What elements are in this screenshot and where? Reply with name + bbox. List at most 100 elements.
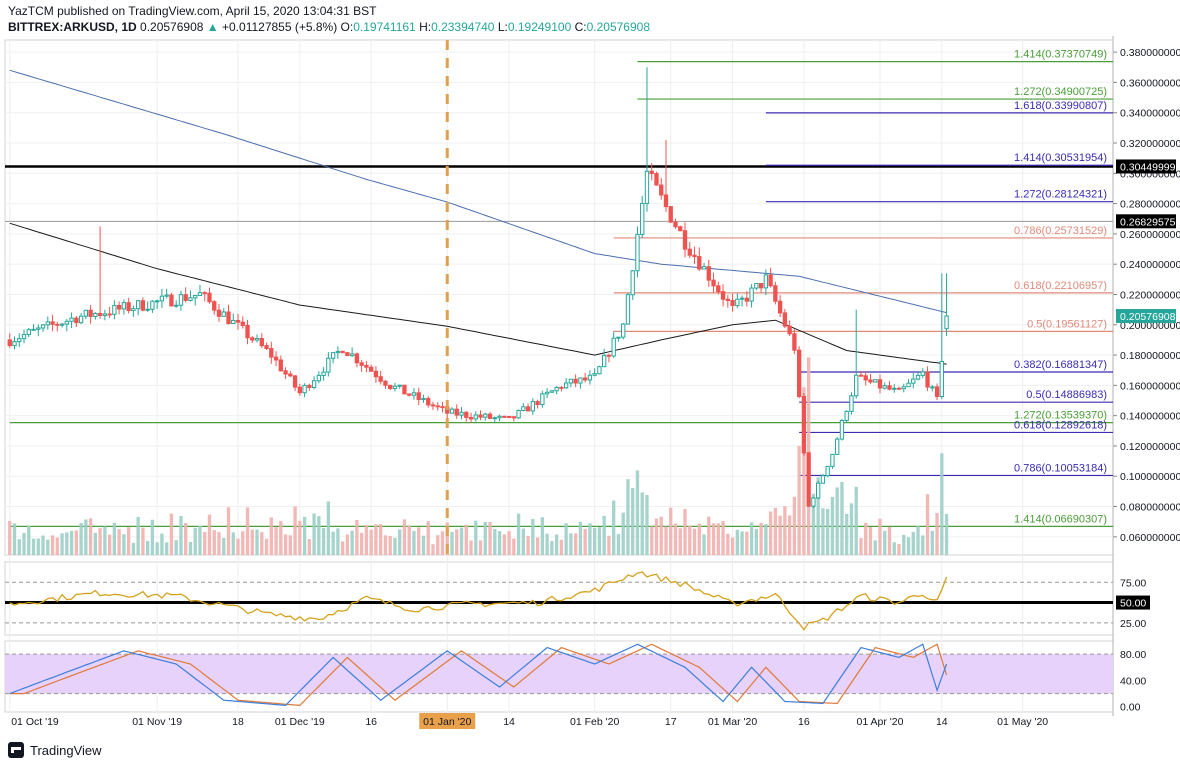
volume-bar <box>759 522 763 555</box>
price-tick-label: 0.380000000 <box>1120 47 1180 59</box>
candle <box>193 294 198 299</box>
candle <box>55 323 60 326</box>
volume-bar <box>126 527 131 555</box>
candle <box>174 304 179 307</box>
candle <box>36 327 41 330</box>
candle <box>673 221 678 228</box>
candle <box>925 371 930 388</box>
volume-bar <box>826 508 830 555</box>
close-label: C: <box>574 20 587 34</box>
candle <box>849 395 854 412</box>
candle <box>449 408 455 414</box>
candle <box>302 384 307 394</box>
volume-bar <box>293 506 297 555</box>
candle <box>597 366 602 375</box>
fib-level-label: 0.786(0.25731529) <box>1014 225 1107 237</box>
candle <box>231 319 236 325</box>
candle <box>687 248 692 256</box>
volume-bar <box>835 487 839 555</box>
volume-bar <box>645 495 649 555</box>
volume-bar <box>854 486 858 555</box>
candle <box>744 297 750 302</box>
candle <box>521 406 526 411</box>
candle <box>835 438 840 455</box>
candle <box>216 309 222 317</box>
time-tick-label: 01 Oct '19 <box>11 716 59 728</box>
candle <box>483 413 488 418</box>
low-label: L: <box>497 20 508 34</box>
candle <box>663 194 669 208</box>
candle <box>625 294 631 325</box>
price-tick-label: 0.340000000 <box>1120 108 1180 120</box>
candle <box>535 401 540 406</box>
volume-bar <box>507 531 511 555</box>
tradingview-brand[interactable]: TradingView <box>8 742 102 758</box>
volume-bar <box>859 538 863 555</box>
candle <box>69 317 74 322</box>
candle <box>502 415 507 418</box>
candle <box>730 299 735 307</box>
candle <box>45 321 50 326</box>
volume-bar <box>688 525 692 555</box>
candle <box>858 374 864 377</box>
volume-bar <box>635 470 640 555</box>
candle <box>644 170 650 204</box>
volume-bar <box>702 534 706 555</box>
volume-bar <box>640 492 644 555</box>
volume-bar <box>697 523 701 555</box>
volume-bar <box>79 523 83 555</box>
volume-bar <box>911 531 915 555</box>
volume-bar <box>478 540 483 555</box>
volume-bar <box>369 529 373 555</box>
volume-bar <box>559 539 564 555</box>
candle <box>716 285 721 293</box>
volume-bar <box>374 524 378 555</box>
volume-bar <box>107 534 112 555</box>
candle <box>50 321 55 325</box>
fib-level-label: 1.272(0.34900725) <box>1014 86 1107 98</box>
volume-bar <box>554 534 559 555</box>
candle <box>554 386 559 392</box>
volume-bar <box>902 534 906 555</box>
candle <box>578 377 583 384</box>
volume-bar <box>673 523 678 555</box>
rsi-midline-badge-label: 50.00 <box>1120 598 1146 610</box>
volume-bar <box>417 527 421 555</box>
candle <box>487 413 493 419</box>
volume-bar <box>621 512 625 555</box>
volume-bar <box>345 534 350 555</box>
candle <box>573 378 578 384</box>
volume-bar <box>521 528 525 555</box>
volume-bar <box>821 508 825 555</box>
candle <box>240 321 245 326</box>
price-chart[interactable]: 1.414(0.37370749) 1.272(0.34900725) 1.618(… <box>0 0 1180 740</box>
volume-bar <box>31 538 36 555</box>
price-tick-label: 0.260000000 <box>1120 229 1180 241</box>
volume-bar <box>631 488 635 555</box>
volume-bar <box>193 527 197 555</box>
candle <box>259 338 264 347</box>
candle <box>278 359 283 372</box>
symbol-label: BITTREX:ARKUSD, 1D <box>8 20 137 34</box>
volume-bar <box>145 541 150 555</box>
candle <box>264 345 269 350</box>
candle <box>511 416 516 419</box>
candle <box>697 256 702 270</box>
volume-bar <box>745 531 749 555</box>
volume-bar <box>112 522 117 555</box>
candle <box>464 411 469 418</box>
candle <box>830 453 835 467</box>
candle <box>88 309 93 317</box>
candle <box>440 406 445 409</box>
volume-bar <box>749 522 754 555</box>
candle <box>758 283 764 289</box>
low-value: 0.19249100 <box>507 20 572 34</box>
candle <box>102 313 108 316</box>
volume-bar <box>160 533 164 555</box>
volume-bar <box>217 532 221 555</box>
volume-bar <box>873 540 877 555</box>
candle <box>97 312 103 316</box>
time-tick-label: 01 May '20 <box>997 716 1048 728</box>
candle <box>426 398 431 406</box>
candle <box>692 254 697 258</box>
